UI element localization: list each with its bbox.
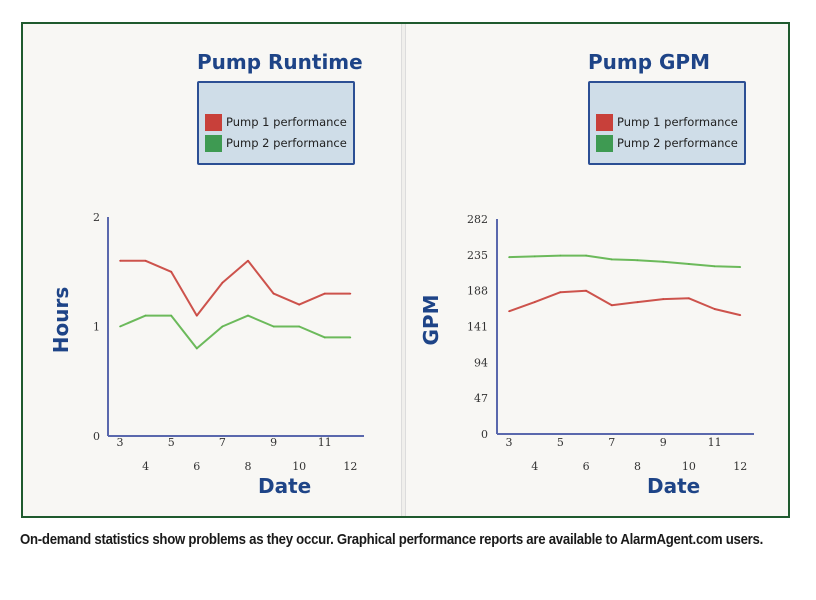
data-point — [170, 314, 172, 317]
data-point — [221, 281, 224, 284]
data-point — [636, 259, 639, 261]
x-tick-label: 3 — [117, 436, 124, 449]
data-point — [611, 258, 613, 261]
legend-item-pump1: Pump 1 performance — [596, 113, 738, 131]
series-line-pump-2-performance — [119, 314, 351, 350]
y-tick-label: 0 — [481, 428, 488, 441]
legend-runtime: Pump 1 performance Pump 2 performance — [197, 81, 355, 165]
data-point — [508, 310, 510, 313]
x-tick-label: 9 — [270, 436, 277, 449]
y-tick-label: 188 — [467, 285, 488, 298]
data-point — [144, 260, 147, 262]
series-line-pump-2-performance — [508, 254, 741, 268]
y-tick-label: 2 — [93, 211, 100, 224]
data-point — [559, 291, 562, 293]
legend-gpm: Pump 1 performance Pump 2 performance — [588, 81, 746, 165]
data-point — [636, 301, 639, 303]
x-tick-label: 7 — [219, 436, 226, 449]
x-tick-label: 4 — [142, 460, 149, 473]
y-tick-label: 47 — [474, 392, 488, 405]
panel-divider — [401, 24, 406, 516]
x-tick-label: 4 — [531, 460, 538, 473]
x-tick-label: 7 — [608, 436, 615, 449]
y-tick-label: 235 — [467, 249, 488, 262]
data-point — [119, 260, 121, 262]
series-line-pump-1-performance — [508, 289, 741, 317]
legend-swatch-pump1 — [205, 113, 222, 131]
legend-label: Pump 1 performance — [226, 115, 347, 129]
data-point — [611, 304, 613, 306]
data-point — [559, 254, 562, 257]
data-point — [533, 255, 536, 258]
data-point — [533, 301, 536, 303]
y-tick-label: 0 — [93, 430, 100, 443]
data-point — [688, 263, 690, 265]
data-point — [585, 254, 587, 257]
data-point — [272, 325, 275, 328]
data-point — [739, 314, 742, 316]
x-axis-title-gpm: Date — [647, 474, 701, 498]
data-point — [144, 314, 147, 317]
x-tick-label: 11 — [318, 436, 332, 449]
x-tick-label: 12 — [343, 460, 357, 473]
x-tick-label: 5 — [557, 436, 564, 449]
data-point — [196, 347, 198, 350]
data-point — [662, 260, 664, 263]
data-point — [119, 325, 121, 328]
data-point — [324, 292, 326, 295]
x-tick-label: 12 — [733, 460, 747, 473]
legend-item-pump1: Pump 1 performance — [205, 113, 347, 131]
y-tick-label: 94 — [474, 356, 488, 369]
data-point — [247, 314, 249, 317]
series-line-pump-1-performance — [120, 259, 351, 317]
data-point — [585, 289, 587, 292]
legend-label: Pump 2 performance — [617, 136, 738, 150]
y-tick-label: 141 — [467, 321, 488, 334]
data-point — [221, 325, 224, 328]
chart-title-gpm: Pump GPM — [588, 50, 710, 74]
legend-swatch-pump2 — [205, 134, 222, 152]
x-tick-label: 5 — [168, 436, 175, 449]
legend-label: Pump 1 performance — [617, 115, 738, 129]
data-point — [298, 303, 301, 306]
x-tick-label: 8 — [634, 460, 641, 473]
x-axis-title-runtime: Date — [258, 474, 312, 498]
data-point — [324, 336, 326, 339]
y-tick-label: 282 — [467, 213, 488, 226]
legend-item-pump2: Pump 2 performance — [596, 134, 738, 152]
data-point — [349, 292, 352, 295]
data-point — [247, 260, 249, 262]
data-point — [739, 266, 742, 268]
x-tick-label: 3 — [506, 436, 513, 449]
data-point — [713, 308, 716, 310]
x-tick-label: 6 — [583, 460, 590, 473]
data-point — [349, 336, 352, 339]
x-tick-label: 11 — [708, 436, 722, 449]
legend-swatch-pump2 — [596, 134, 613, 152]
y-tick-label: 1 — [93, 321, 100, 334]
data-point — [170, 270, 172, 273]
data-point — [662, 298, 664, 300]
data-point — [713, 265, 716, 268]
figure-caption: On-demand statistics show problems as th… — [20, 531, 764, 548]
legend-item-pump2: Pump 2 performance — [205, 134, 347, 152]
chart-title-runtime: Pump Runtime — [197, 50, 363, 74]
legend-label: Pump 2 performance — [226, 136, 347, 150]
x-tick-label: 10 — [292, 460, 306, 473]
data-point — [298, 325, 301, 328]
data-point — [688, 297, 690, 300]
data-point — [196, 314, 198, 317]
legend-swatch-pump1 — [596, 113, 613, 131]
x-tick-label: 9 — [660, 436, 667, 449]
data-point — [508, 256, 510, 258]
x-tick-label: 6 — [193, 460, 200, 473]
data-point — [272, 292, 275, 295]
x-tick-label: 10 — [682, 460, 696, 473]
x-tick-label: 8 — [245, 460, 252, 473]
